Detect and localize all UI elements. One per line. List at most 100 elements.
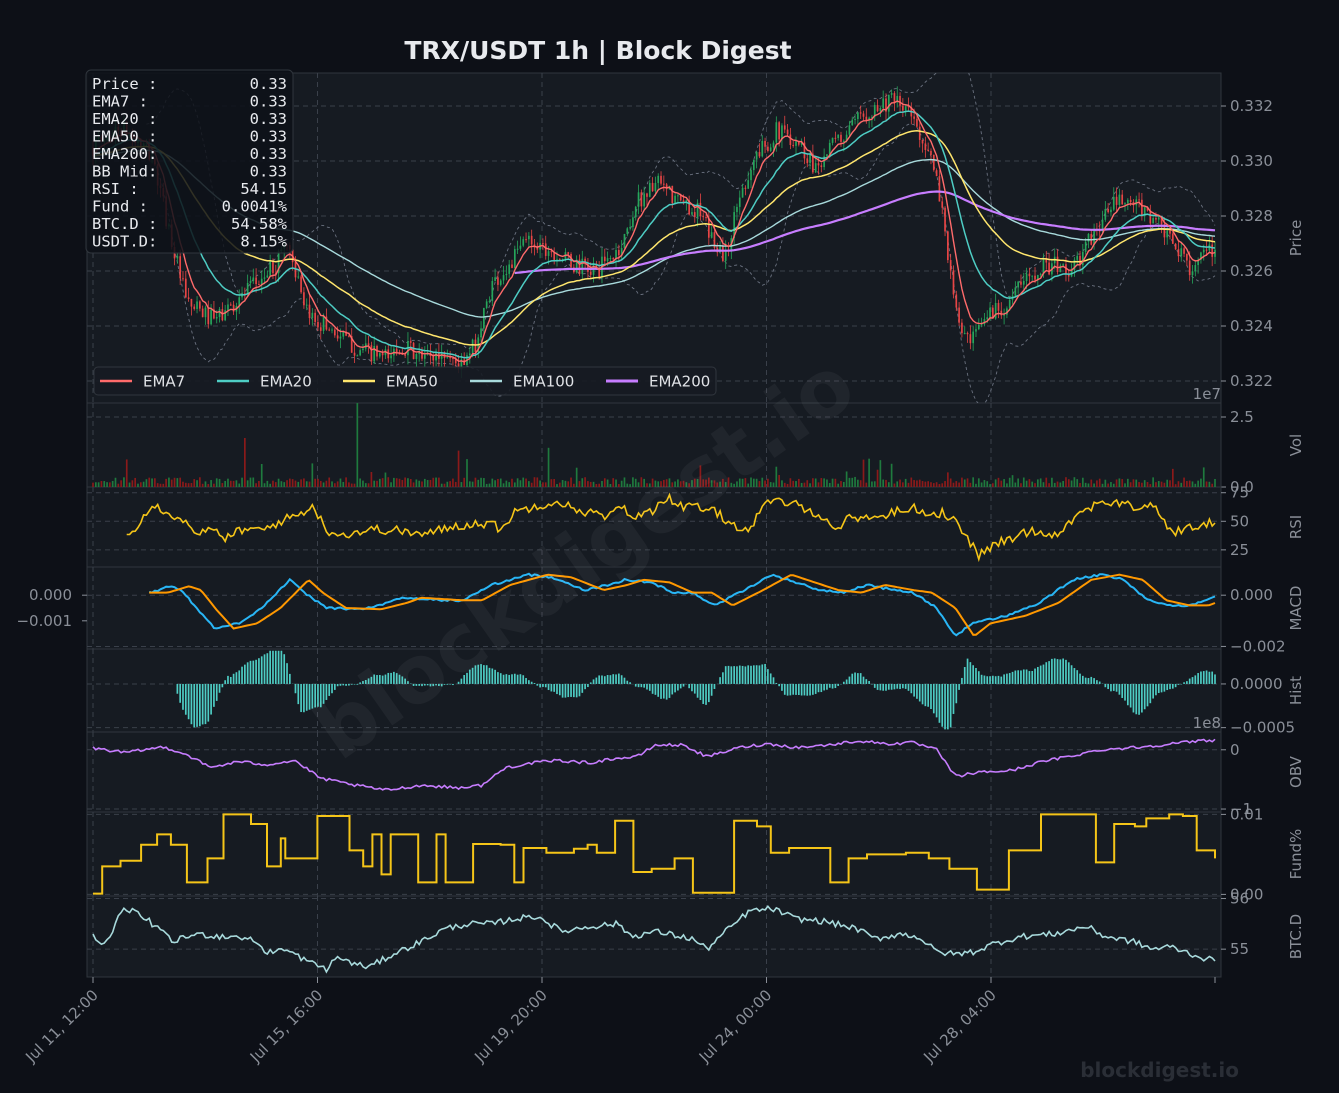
- volume-bar: [648, 483, 651, 487]
- histogram-bar: [868, 680, 870, 684]
- candle-body: [339, 336, 342, 339]
- histogram-bar: [601, 675, 603, 684]
- volume-bar: [454, 481, 457, 487]
- candle-body: [761, 140, 764, 157]
- volume-bar: [1121, 479, 1124, 487]
- volume-bar: [1110, 482, 1112, 487]
- volume-bar: [494, 480, 496, 487]
- histogram-bar: [882, 683, 885, 691]
- volume-bar: [812, 478, 814, 487]
- volume-bar: [927, 481, 930, 487]
- candle-body: [483, 307, 485, 329]
- candle-body: [516, 248, 519, 250]
- histogram-bar: [370, 676, 373, 684]
- histogram-bar: [927, 683, 930, 707]
- histogram-bar: [1194, 675, 1197, 684]
- histogram-bar: [1034, 668, 1036, 684]
- candle-body: [663, 183, 665, 185]
- volume-bar: [1197, 480, 1199, 487]
- volume-bar: [255, 483, 257, 487]
- histogram-bar: [286, 663, 288, 684]
- candle-body: [882, 98, 885, 109]
- info-value: 0.33: [250, 93, 287, 111]
- panel-hist-frame: [86, 648, 1222, 733]
- volume-bar: [440, 483, 443, 487]
- histogram-bar: [986, 676, 989, 684]
- histogram-bar: [848, 676, 851, 684]
- histogram-bar: [842, 681, 845, 684]
- histogram-bar: [246, 662, 249, 684]
- histogram-bar: [1014, 670, 1017, 684]
- volume-bar: [623, 477, 626, 487]
- volume-bar: [317, 478, 319, 487]
- volume-bar: [972, 477, 975, 487]
- volume-bar: [904, 478, 907, 487]
- candle-body: [525, 239, 527, 241]
- volume-bar: [350, 483, 353, 487]
- info-label: BTC.D :: [92, 215, 157, 233]
- legend: EMA7 EMA20 EMA50 EMA100 EMA200: [93, 366, 717, 396]
- histogram-bar: [772, 677, 775, 684]
- volume-bar: [941, 483, 944, 487]
- histogram-bar: [857, 673, 859, 684]
- candle-body: [671, 185, 674, 204]
- ema50-line: [92, 130, 1216, 346]
- volume-bar: [1124, 483, 1126, 487]
- histogram-bar: [1174, 683, 1177, 688]
- volume-bar: [297, 481, 300, 487]
- volume-bar: [286, 480, 288, 487]
- histogram-bar: [556, 683, 558, 695]
- histogram-bar: [730, 666, 733, 684]
- candle-body: [862, 113, 865, 117]
- panel-vol: 0.0 2.5 Vol 1e7: [86, 385, 1305, 496]
- histogram-bar: [1177, 683, 1180, 685]
- candle-body: [1202, 249, 1205, 253]
- volume-bar: [238, 483, 241, 487]
- candle-body: [305, 304, 308, 306]
- y-tick-label: 75: [1230, 484, 1249, 502]
- volume-bar: [114, 477, 117, 487]
- candle-body: [744, 187, 747, 189]
- histogram-bar: [783, 683, 786, 695]
- y-axis-label-obv: OBV: [1287, 755, 1305, 788]
- volume-bar: [1157, 481, 1160, 487]
- candle-body: [654, 182, 657, 192]
- candle-body: [1093, 228, 1095, 245]
- histogram-bar: [713, 683, 716, 689]
- histogram-bar: [1104, 683, 1107, 688]
- histogram-bar: [235, 672, 238, 684]
- volume-bar: [215, 478, 218, 487]
- histogram-bar: [1031, 671, 1034, 684]
- candle-body: [640, 192, 643, 207]
- volume-bar: [429, 479, 432, 487]
- candle-body: [556, 259, 558, 261]
- candle-body: [533, 244, 536, 247]
- axis-offset-label: 1e7: [1193, 385, 1221, 403]
- histogram-bar: [542, 683, 544, 687]
- volume-bar: [1008, 477, 1011, 487]
- histogram-bar: [992, 675, 994, 684]
- candle-body: [747, 180, 750, 189]
- histogram-bar: [958, 683, 960, 690]
- candle-body: [187, 297, 190, 299]
- volume-bar: [1104, 479, 1107, 487]
- candle-body: [331, 329, 333, 331]
- histogram-bar: [634, 683, 637, 687]
- candle-body: [691, 212, 693, 215]
- histogram-bar: [1110, 683, 1112, 692]
- volume-bar: [949, 478, 952, 487]
- volume-bar: [873, 481, 876, 487]
- volume-bar: [204, 481, 207, 487]
- histogram-bar: [896, 683, 899, 689]
- legend-frame: [93, 366, 717, 396]
- candle-body: [893, 93, 896, 103]
- candle-body: [300, 276, 302, 293]
- btc-dominance-line: [92, 905, 1216, 974]
- candle-body: [513, 249, 516, 268]
- histogram-bar: [308, 683, 311, 710]
- histogram-bar: [1020, 670, 1022, 684]
- candle-body: [575, 259, 578, 273]
- volume-bar: [1006, 483, 1008, 487]
- histogram-bar: [1045, 662, 1048, 684]
- candle-body: [646, 193, 648, 197]
